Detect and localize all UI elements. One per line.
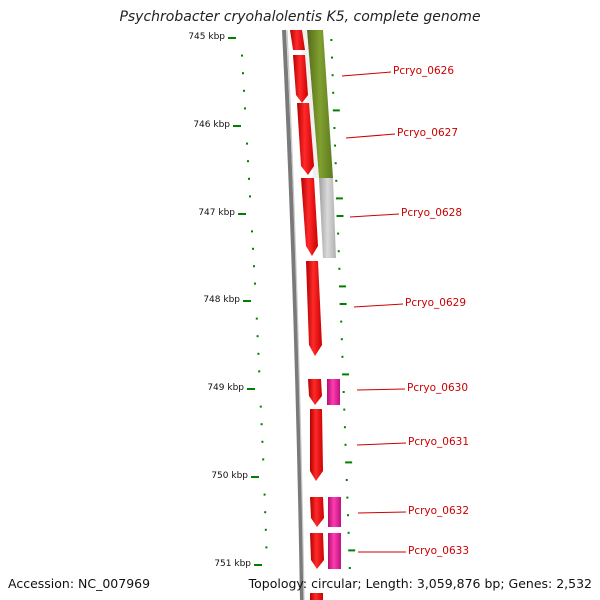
rna-features: [327, 379, 341, 569]
gene-leader-line: [345, 133, 396, 139]
tick-label: 751 kbp: [214, 559, 251, 569]
gene-label[interactable]: Pcryo_0632: [408, 505, 470, 517]
gene-leader-line: [357, 511, 407, 514]
tick-label: 746 kbp: [193, 120, 230, 130]
tick-label: 748 kbp: [203, 295, 240, 305]
cds-arrow: [308, 379, 322, 405]
rna-feature: [328, 533, 341, 569]
gene-label[interactable]: Pcryo_0628: [401, 207, 463, 219]
tick-label: 749 kbp: [207, 383, 244, 393]
scale-ticks: [228, 37, 356, 569]
cds-features: [290, 30, 324, 600]
gene-leaders: [341, 71, 407, 553]
tick-label: 750 kbp: [211, 471, 248, 481]
gene-label[interactable]: Pcryo_0633: [408, 545, 470, 557]
genome-backbone-highlight: [286, 29, 305, 600]
gene-leader-line: [349, 213, 400, 218]
gene-leader-line: [353, 303, 404, 308]
cds-arrow: [293, 55, 308, 103]
cds-arrow: [310, 533, 324, 569]
topology-label: Topology: circular; Length: 3,059,876 bp…: [248, 576, 592, 591]
gene-leader-line: [341, 71, 392, 77]
gene-label[interactable]: Pcryo_0631: [408, 436, 470, 448]
gene-leader-line: [356, 442, 407, 446]
cds-arrow: [301, 178, 318, 256]
accession-label: Accession: NC_007969: [8, 576, 151, 591]
tick-label: 745 kbp: [188, 32, 225, 42]
tick-label: 747 kbp: [198, 208, 235, 218]
map-title: Psychrobacter cryohalolentis K5, complet…: [119, 9, 481, 25]
cds-arrow: [310, 409, 323, 481]
feature-gray-band: [319, 178, 336, 258]
gene-label[interactable]: Pcryo_0626: [393, 65, 455, 77]
gene-label[interactable]: Pcryo_0627: [397, 127, 459, 139]
gene-label[interactable]: Pcryo_0629: [405, 297, 467, 309]
gene-leader-line: [356, 388, 406, 391]
rna-feature: [327, 379, 340, 405]
cds-arrow: [290, 30, 305, 50]
cds-arrow: [310, 497, 324, 527]
cds-arrow: [310, 593, 323, 600]
feature-green-band: [307, 30, 333, 178]
cds-arrow: [297, 103, 314, 175]
rna-feature: [328, 497, 341, 527]
cds-arrow: [306, 261, 322, 356]
genome-backbone: [282, 29, 304, 600]
gene-label[interactable]: Pcryo_0630: [407, 382, 469, 394]
